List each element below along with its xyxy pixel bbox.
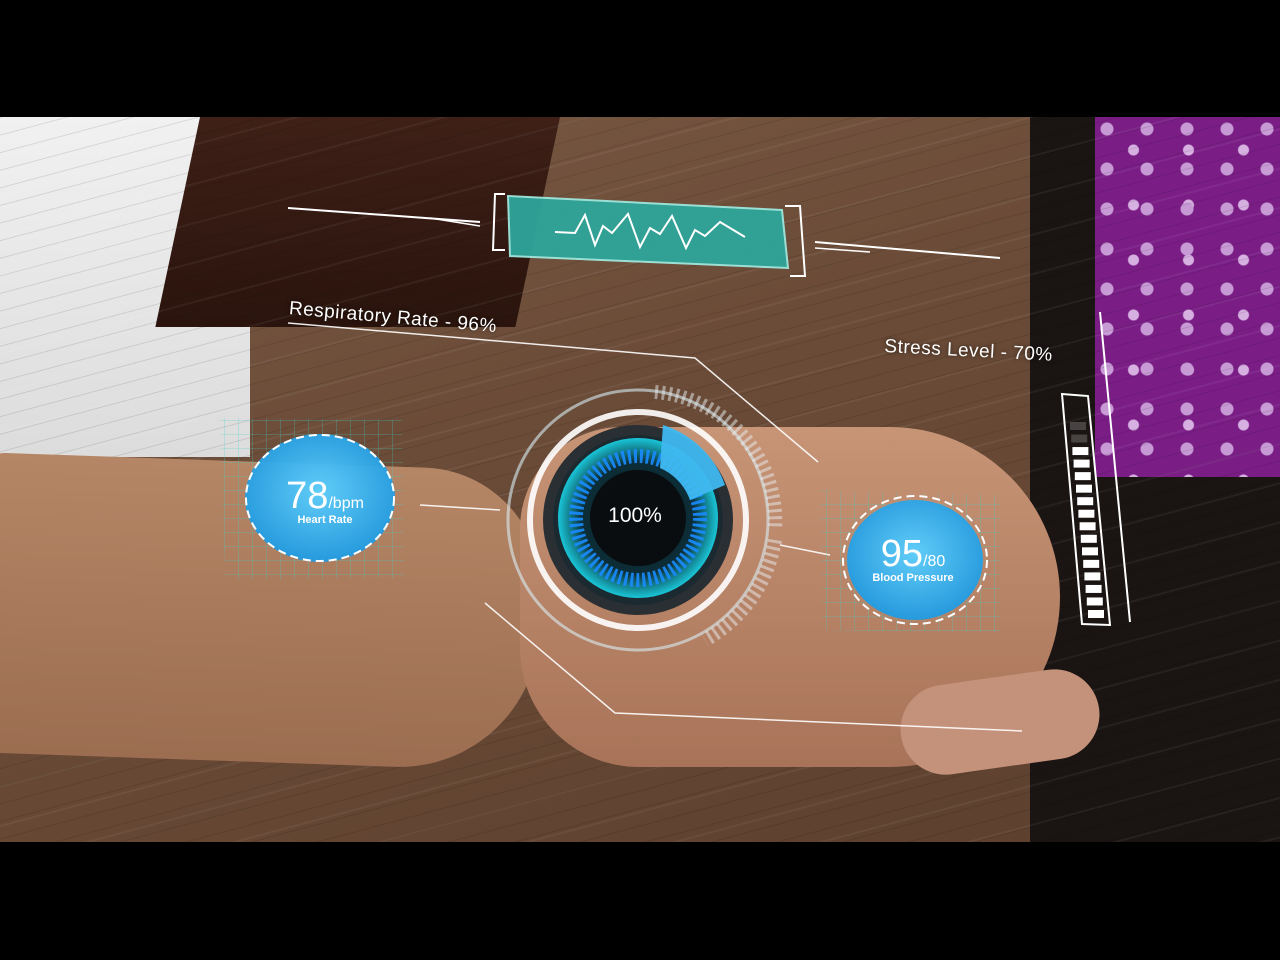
stress-bar xyxy=(1071,435,1087,443)
stress-bar xyxy=(1077,497,1093,505)
stress-bars xyxy=(1070,422,1104,618)
stress-bar xyxy=(1076,485,1092,493)
stress-bar xyxy=(1087,597,1103,605)
blood-pressure-readout: 95/80 Blood Pressure xyxy=(848,533,978,584)
stress-bar xyxy=(1082,547,1098,555)
stress-bar xyxy=(1072,447,1088,455)
heart-rate-value: 78 xyxy=(286,475,328,517)
blood-pressure-value: 95 xyxy=(881,533,923,575)
stress-bar xyxy=(1088,610,1104,618)
stress-bar xyxy=(1078,510,1094,518)
watch-percent: 100% xyxy=(585,504,685,528)
stress-bar xyxy=(1081,535,1097,543)
stress-bar xyxy=(1086,585,1102,593)
stress-bar xyxy=(1080,522,1096,530)
stress-bar xyxy=(1083,560,1099,568)
blood-pressure-caption: Blood Pressure xyxy=(848,572,978,584)
stress-bar xyxy=(1074,460,1090,468)
stress-bar xyxy=(1084,572,1100,580)
stress-meter xyxy=(1062,312,1130,625)
stress-bar xyxy=(1075,472,1091,480)
blood-pressure-unit: /80 xyxy=(923,553,945,570)
heart-rate-unit: /bpm xyxy=(328,495,364,512)
stress-bar xyxy=(1070,422,1086,430)
ecg-panel xyxy=(288,194,1000,276)
heart-rate-readout: 78/bpm Heart Rate xyxy=(255,475,395,526)
heart-rate-caption: Heart Rate xyxy=(255,514,395,526)
